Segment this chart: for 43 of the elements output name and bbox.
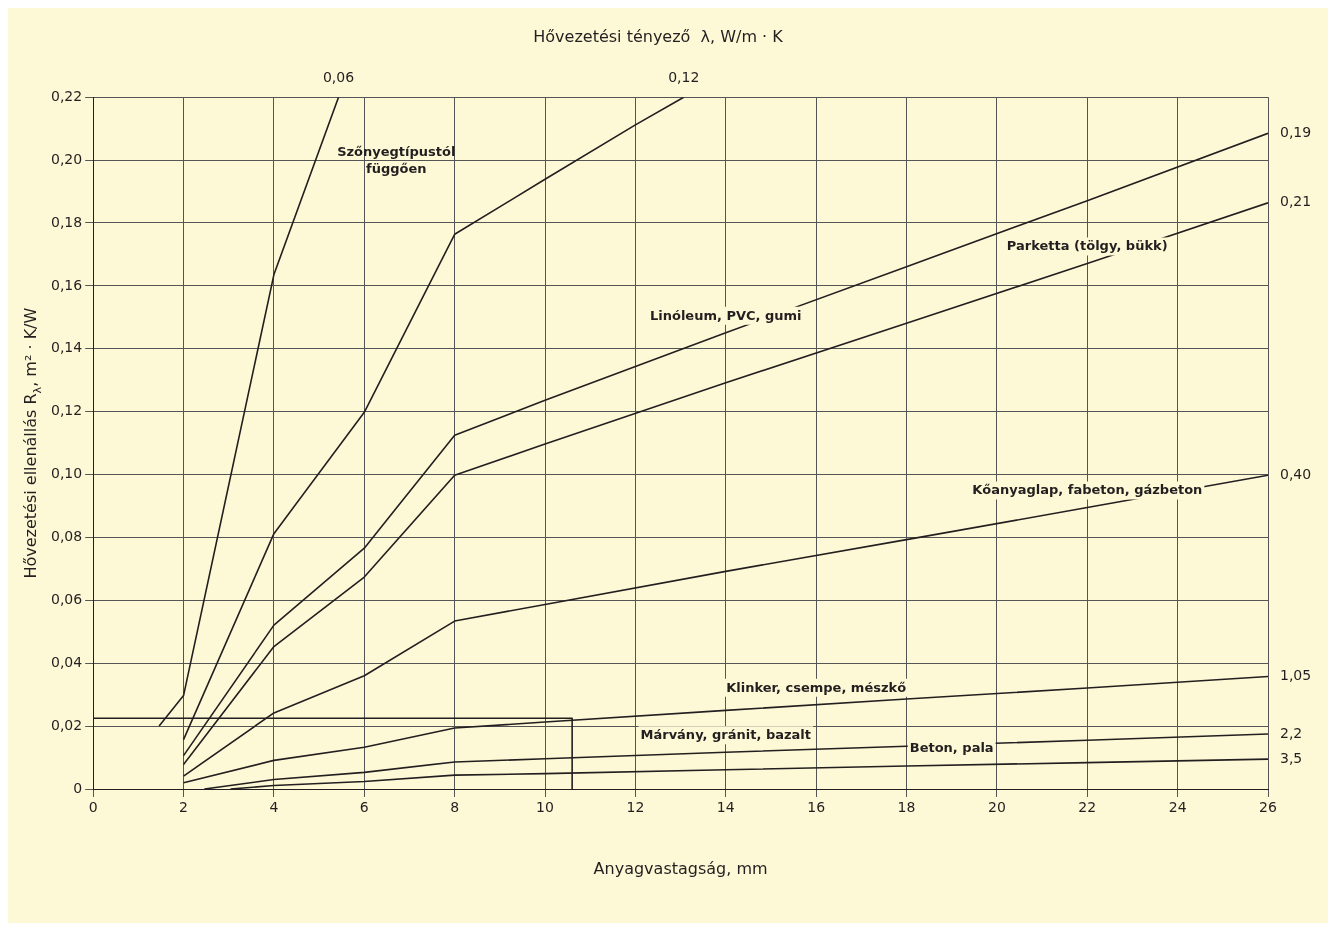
x-axis-title: Anyagvastagság, mm: [593, 858, 768, 878]
annotation: Beton, pala: [909, 739, 994, 755]
annotation: 0,19: [1280, 124, 1312, 140]
x-tick-label: 10: [536, 799, 554, 816]
x-tick-label: 6: [359, 799, 369, 816]
x-tick-label: 2: [179, 799, 188, 816]
chart-title: Hővezetési tényező λ, W/m · K: [533, 26, 784, 46]
x-tick-label: 26: [1259, 799, 1277, 816]
x-tick-label: 8: [450, 799, 460, 816]
annotation: 0,06: [322, 68, 355, 85]
x-tick-label: 4: [269, 799, 279, 816]
y-tick-label: 0: [73, 779, 83, 796]
annotation: 0,12: [668, 68, 700, 85]
x-tick-label: 18: [897, 799, 916, 816]
y-tick-label: 0,12: [51, 402, 83, 419]
x-tick-label: 14: [716, 799, 735, 816]
x-tick-label: 16: [807, 799, 826, 816]
annotation: Márvány, gránit, bazalt: [640, 727, 812, 743]
y-tick-label: 0,06: [51, 590, 83, 607]
annotation: 0,21: [1280, 193, 1312, 210]
annotation: 1,05: [1280, 667, 1312, 684]
y-tick-label: 0,18: [51, 213, 83, 230]
annotation: Kőanyaglap, fabeton, gázbeton: [972, 482, 1203, 498]
x-tick-label: 22: [1078, 799, 1097, 816]
y-tick-label: 0,04: [51, 653, 83, 670]
x-tick-label: 12: [626, 799, 645, 816]
y-tick-label: 0,14: [51, 339, 83, 356]
y-tick-label: 0,20: [51, 150, 83, 167]
x-tick-label: 20: [987, 799, 1006, 816]
y-tick-label: 0,16: [51, 276, 83, 293]
y-tick-label: 0,08: [51, 528, 83, 545]
x-tick-label: 0: [88, 799, 98, 816]
y-tick-label: 0,02: [51, 716, 83, 733]
y-tick-label: 0,10: [51, 465, 83, 482]
annotation: 2,2: [1280, 724, 1303, 741]
y-tick-label: 0,22: [51, 87, 83, 104]
annotation: Parketta (tölgy, bükk): [1006, 238, 1168, 254]
y-axis-title: Hővezetési ellenállás Rλ, m² · K/W: [21, 307, 44, 579]
x-tick-label: 24: [1168, 799, 1187, 816]
annotation: Klinker, csempe, mészkő: [726, 679, 907, 695]
annotation: 3,5: [1280, 749, 1303, 766]
annotation: 0,40: [1280, 465, 1312, 482]
annotation: Linóleum, PVC, gumi: [649, 307, 802, 323]
